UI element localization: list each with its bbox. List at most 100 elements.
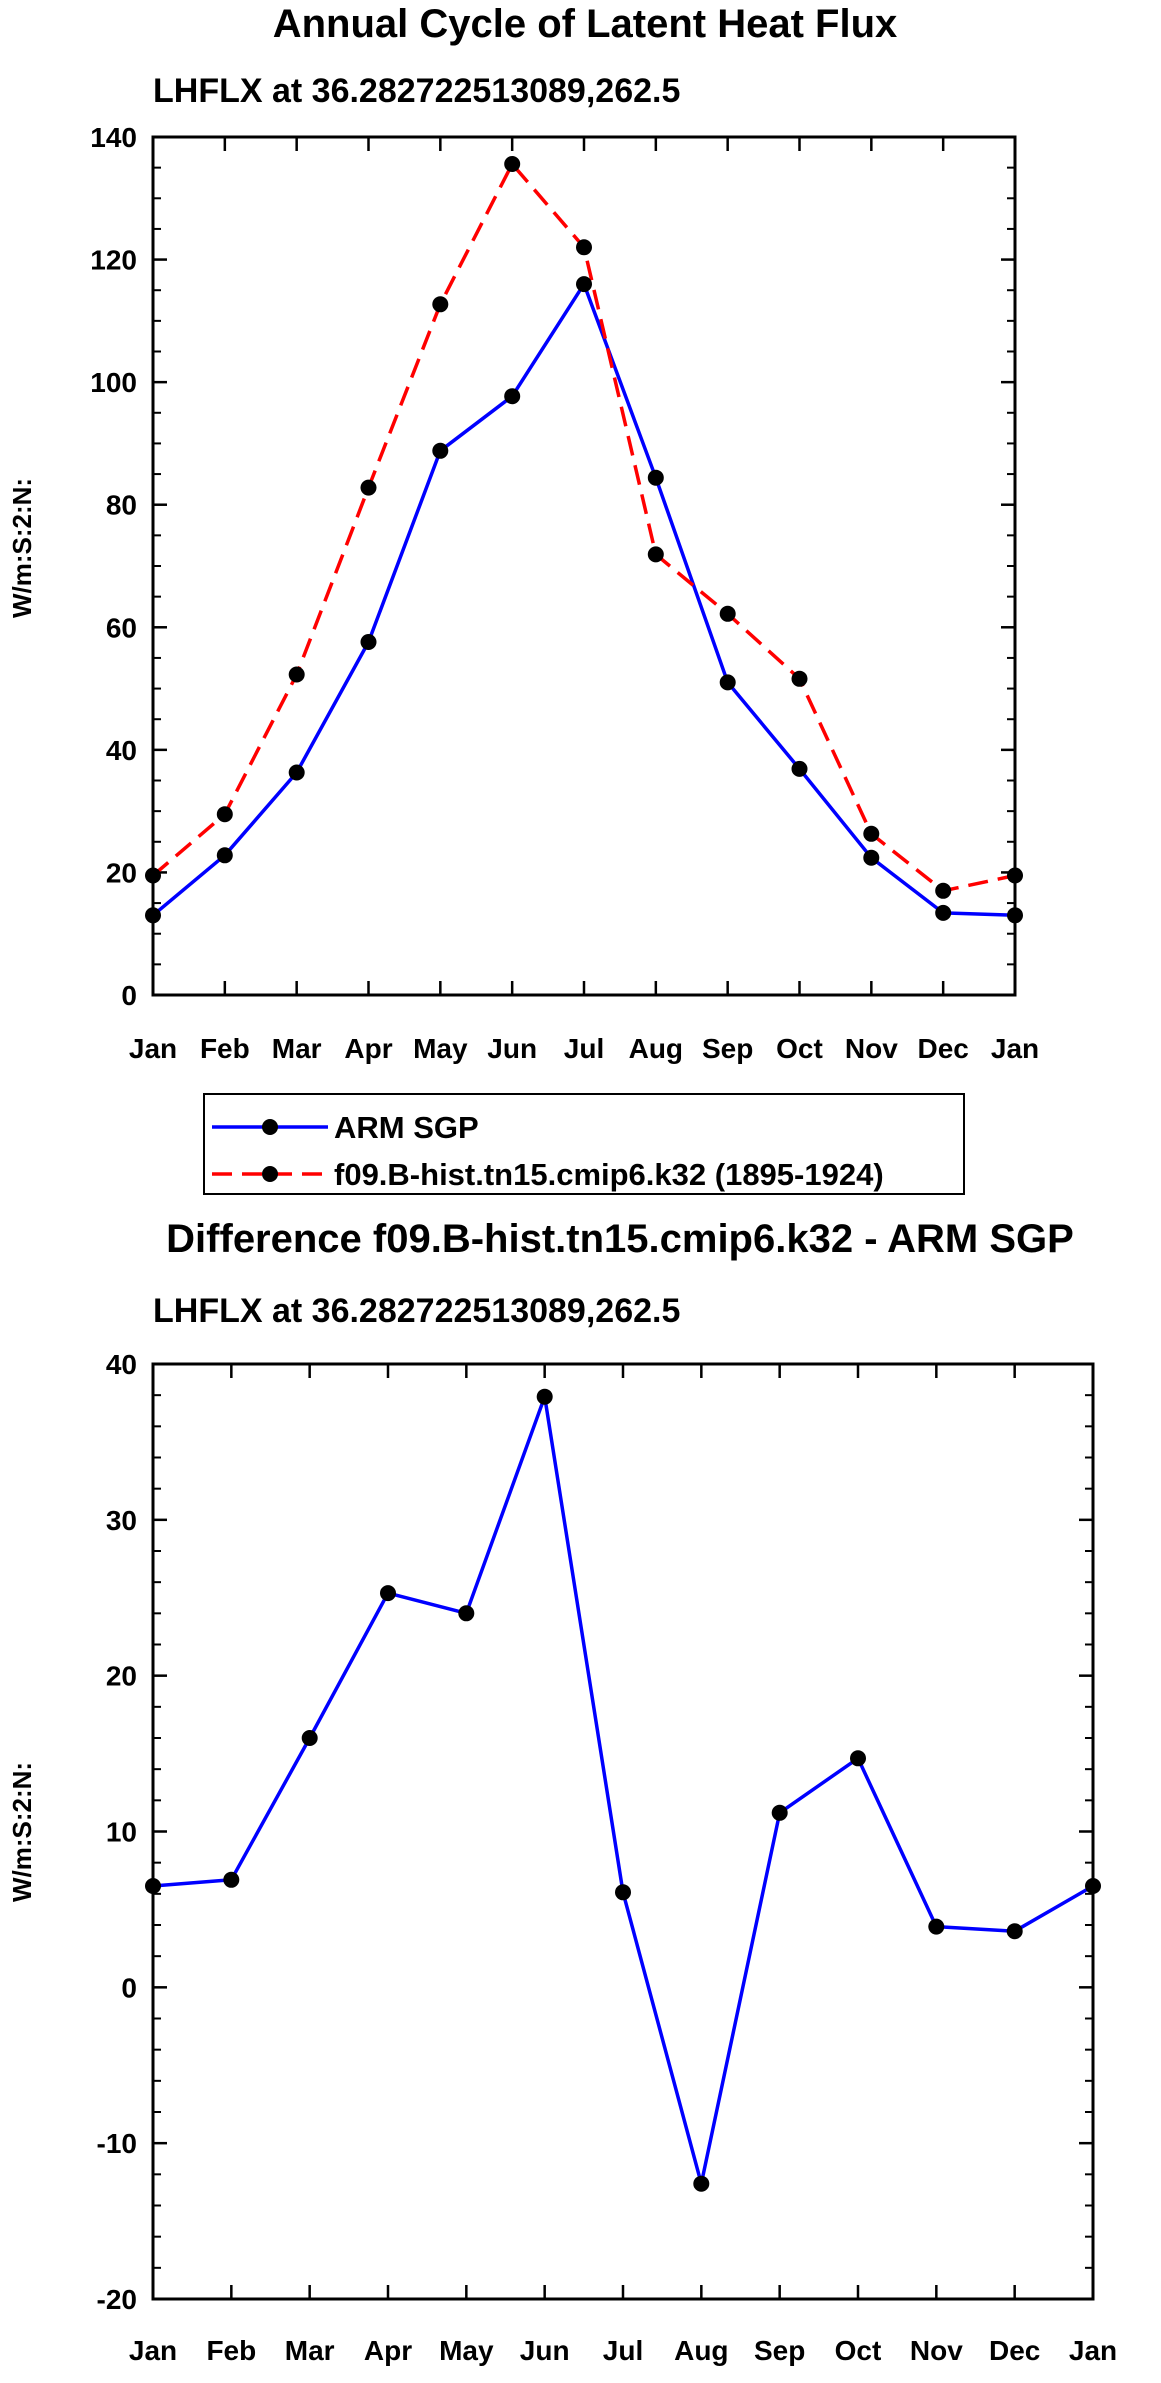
y-tick-label: -20 (97, 2284, 137, 2315)
series-line-difference (152, 1394, 1094, 2186)
data-point-difference-apr (380, 1585, 396, 1602)
data-point-difference-dec (1006, 1923, 1023, 1940)
series-line-arm-sgp (151, 282, 1016, 918)
data-point-difference-jan (145, 1878, 161, 1894)
y-tick-label: 30 (106, 1505, 137, 1536)
y-tick-label: 0 (121, 980, 137, 1011)
difference-panel: Difference f09.B-hist.tn15.cmip6.k32 - A… (7, 1217, 1117, 2366)
y-tick-label: 80 (106, 490, 137, 521)
data-point-f09-b-hist-tn15-cmip6-k32-1895-1924-jun (504, 156, 521, 172)
data-point-arm-sgp-apr (360, 634, 377, 650)
y-tick-label: 20 (106, 857, 137, 888)
data-point-f09-b-hist-tn15-cmip6-k32-1895-1924-jan (1007, 867, 1023, 884)
data-point-f09-b-hist-tn15-cmip6-k32-1895-1924-mar (288, 666, 305, 683)
y-axis-label-text: W/m:S:2:N: (7, 1762, 37, 1902)
data-point-difference-jul (615, 1884, 631, 1901)
axis-ticks: Jan Feb Mar Apr May Jun Jul Aug Sep Oct Nov Dec Jan -… (97, 1349, 1118, 2366)
data-point-difference-aug (693, 2175, 710, 2192)
series-markers (145, 1388, 1101, 2192)
data-point-f09-b-hist-tn15-cmip6-k32-1895-1924-oct (791, 670, 808, 687)
x-tick-label: Nov (845, 1033, 898, 1064)
x-tick-label: Mar (285, 2335, 335, 2366)
legend-label-model: f09.B-hist.tn15.cmip6.k32 (1895-1924) (334, 1157, 884, 1192)
y-tick-label: -10 (97, 2128, 137, 2159)
plot-frame (151, 1362, 1095, 2301)
x-tick-label: May (413, 1033, 468, 1064)
legend-marker-model (262, 1166, 278, 1182)
x-tick-label: Jun (487, 1033, 537, 1064)
legend-label-arm-sgp: ARM SGP (334, 1110, 479, 1145)
x-tick-label: Jan (1069, 2335, 1117, 2366)
data-point-arm-sgp-jul (576, 276, 592, 293)
x-tick-label: Jan (991, 1033, 1039, 1064)
x-tick-label: Dec (917, 1033, 968, 1064)
x-tick-label: Jan (129, 2335, 177, 2366)
legend-box (203, 1093, 965, 1195)
plot-frame (151, 135, 1017, 997)
y-tick-label: 40 (106, 1349, 137, 1380)
x-tick-label: Sep (754, 2335, 805, 2366)
data-point-arm-sgp-nov (863, 849, 880, 866)
y-tick-label: 120 (90, 245, 137, 276)
x-tick-label: Aug (629, 1033, 683, 1064)
data-point-arm-sgp-aug (647, 469, 664, 486)
data-point-f09-b-hist-tn15-cmip6-k32-1895-1924-aug (647, 546, 664, 563)
data-point-difference-feb (223, 1871, 240, 1888)
x-tick-label: May (439, 2335, 494, 2366)
x-tick-label: Jul (564, 1033, 604, 1064)
data-point-difference-oct (850, 1750, 866, 1767)
series-lines (152, 1394, 1094, 2186)
data-point-f09-b-hist-tn15-cmip6-k32-1895-1924-sep (719, 605, 736, 622)
legend: ARM SGP f09.B-hist.tn15.cmip6.k32 (1895-… (203, 1093, 965, 1195)
data-point-f09-b-hist-tn15-cmip6-k32-1895-1924-may (432, 296, 449, 313)
data-point-difference-mar (301, 1730, 318, 1746)
x-tick-label: Feb (200, 1033, 250, 1064)
x-tick-label: Oct (776, 1033, 823, 1064)
x-tick-label: Jan (129, 1033, 177, 1064)
data-point-difference-jan (1085, 1878, 1101, 1894)
x-tick-label: Apr (344, 1033, 392, 1064)
data-point-difference-jun (536, 1388, 553, 1405)
data-point-difference-nov (928, 1918, 945, 1935)
data-point-f09-b-hist-tn15-cmip6-k32-1895-1924-nov (863, 825, 880, 842)
annual-cycle-panel: Annual Cycle of Latent Heat Flux LHFLX a… (7, 2, 1039, 1195)
data-point-f09-b-hist-tn15-cmip6-k32-1895-1924-jan (145, 867, 161, 884)
y-tick-label: 40 (106, 735, 137, 766)
y-tick-label: 100 (90, 367, 137, 398)
data-point-f09-b-hist-tn15-cmip6-k32-1895-1924-apr (360, 479, 377, 496)
data-point-difference-may (458, 1605, 475, 1622)
chart-subtitle: LHFLX at 36.282722513089,262.5 (153, 1292, 680, 1330)
data-point-f09-b-hist-tn15-cmip6-k32-1895-1924-jul (576, 239, 592, 256)
x-tick-label: Oct (835, 2335, 882, 2366)
series-markers (145, 156, 1023, 924)
x-tick-label: Apr (364, 2335, 412, 2366)
data-point-arm-sgp-oct (791, 760, 808, 777)
x-tick-label: Jul (603, 2335, 643, 2366)
x-tick-label: Mar (272, 1033, 322, 1064)
y-axis-label-text: W/m:S:2:N: (7, 478, 37, 618)
data-point-arm-sgp-sep (719, 674, 736, 691)
axis-ticks: Jan Feb Mar Apr May Jun Jul Aug Sep Oct Nov Dec Jan 0… (90, 122, 1039, 1064)
y-tick-label: 0 (121, 1972, 137, 2003)
data-point-arm-sgp-may (432, 442, 449, 459)
y-axis-label: W/m:S:2:N: (7, 1762, 37, 1902)
y-tick-label: 140 (90, 122, 137, 153)
series-line-f09-b-hist-tn15-cmip6-k32-1895-1924 (151, 162, 1016, 893)
y-tick-label: 20 (106, 1661, 137, 1692)
y-tick-label: 10 (106, 1817, 137, 1848)
y-axis-label: W/m:S:2:N: (7, 478, 37, 618)
data-point-difference-sep (771, 1804, 788, 1821)
x-tick-label: Aug (674, 2335, 728, 2366)
data-point-arm-sgp-jan (145, 907, 161, 924)
chart-subtitle: LHFLX at 36.282722513089,262.5 (153, 72, 680, 110)
data-point-arm-sgp-mar (288, 764, 305, 781)
x-tick-label: Sep (702, 1033, 753, 1064)
x-tick-label: Dec (989, 2335, 1040, 2366)
data-point-f09-b-hist-tn15-cmip6-k32-1895-1924-feb (216, 806, 233, 823)
x-tick-label: Jun (520, 2335, 570, 2366)
data-point-arm-sgp-dec (935, 904, 952, 921)
chart-title: Annual Cycle of Latent Heat Flux (273, 2, 898, 46)
x-tick-label: Nov (910, 2335, 963, 2366)
data-point-arm-sgp-feb (216, 847, 233, 864)
